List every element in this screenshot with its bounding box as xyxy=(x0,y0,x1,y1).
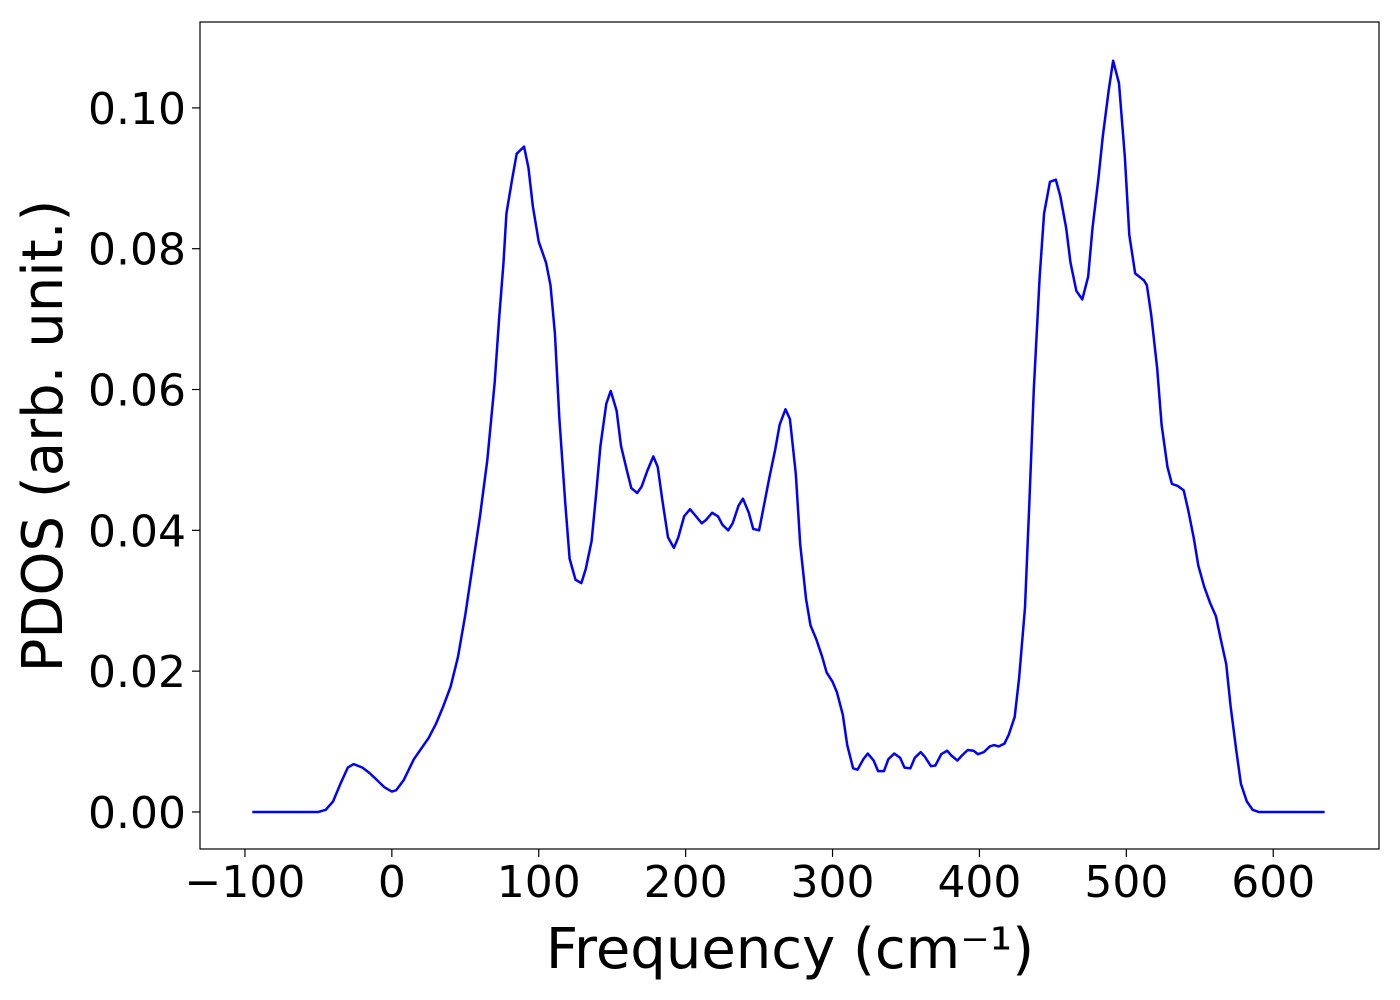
y-tick-label: 0.06 xyxy=(88,366,186,417)
data-line xyxy=(252,59,1325,814)
x-tick-label: 100 xyxy=(497,857,581,908)
y-tick-label: 0.02 xyxy=(88,647,186,698)
x-tick-label: 0 xyxy=(378,857,406,908)
y-tick-label: 0.00 xyxy=(88,788,186,839)
y-axis-label: PDOS (arb. unit.) xyxy=(11,200,76,673)
x-tick-label: 200 xyxy=(644,857,728,908)
x-tick-label: 400 xyxy=(937,857,1021,908)
plot-frame xyxy=(199,21,1380,850)
x-axis-label: Frequency (cm⁻¹) xyxy=(546,917,1034,982)
x-tick-label: 600 xyxy=(1231,857,1315,908)
x-tick-label: 500 xyxy=(1084,857,1168,908)
y-tick-label: 0.04 xyxy=(88,506,186,557)
x-tick-label: 300 xyxy=(791,857,875,908)
y-tick-label: 0.08 xyxy=(88,225,186,276)
x-tick-label: −100 xyxy=(185,857,306,908)
y-tick-label: 0.10 xyxy=(88,84,186,135)
